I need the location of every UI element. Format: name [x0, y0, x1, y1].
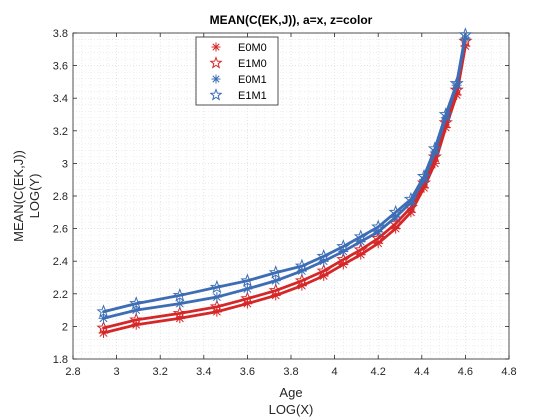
data-point-e1m0 [371, 230, 386, 245]
x-axis-label-line2: LOG(X) [269, 402, 314, 417]
axis-ticks: 2.8 3 3.2 3.4 3.6 3.8 4 4.2 4.4 4.6 4.8 1.8 2 2.2 2.4 2… [53, 28, 517, 378]
series-line-e1m0 [102, 39, 467, 330]
marker-stroke [212, 75, 220, 83]
x-tick-label: 3.2 [153, 366, 168, 378]
legend-label-e0m0: E0M0 [238, 42, 267, 54]
y-axis-label-line2: LOG(Y) [27, 174, 42, 219]
y-tick-label: 3.4 [53, 93, 68, 105]
data-point-e1m0 [240, 291, 255, 305]
x-tick-label: 4.2 [371, 366, 386, 378]
data-point-e1m1 [129, 296, 144, 310]
data-point-e1m1 [316, 248, 331, 263]
y-tick-label: 2.6 [53, 224, 68, 236]
data-point-e0m1 [211, 292, 222, 303]
legend-label-e1m1: E1M1 [238, 90, 267, 102]
data-point-e1m1 [268, 265, 283, 279]
x-tick-label: 4.6 [458, 366, 473, 378]
data-point-e1m0 [316, 263, 331, 277]
legend: E0M0 E1M0 E0M1 E1M1 [195, 36, 279, 106]
data-point-e1m0 [268, 283, 283, 297]
y-tick-label: 2.8 [53, 191, 68, 203]
data-point-e1m1 [96, 304, 111, 318]
legend-marker-e0m0 [211, 42, 221, 52]
y-tick-label: 3 [62, 158, 68, 170]
x-tick-label: 4 [332, 366, 338, 378]
y-tick-label: 3.6 [53, 61, 68, 73]
data-point-e1m1 [438, 107, 453, 121]
data-point-e1m0 [336, 252, 351, 266]
data-point-e1m1 [336, 239, 351, 253]
marker-stroke [243, 284, 252, 293]
series-line-e0m0 [102, 44, 467, 335]
data-point-e1m1 [427, 141, 442, 155]
data-point-e1m1 [403, 191, 418, 206]
data-point-e0m1 [242, 283, 253, 294]
data-point-e1m1 [294, 258, 309, 273]
legend-marker-e0m1 [211, 74, 221, 84]
data-point-e1m1 [209, 279, 224, 294]
y-tick-label: 2.2 [53, 289, 68, 301]
x-axis-label-line1: Age [279, 385, 302, 400]
data-point-e1m0 [209, 299, 224, 313]
series-e1m0 [96, 33, 473, 335]
marker-stroke [175, 299, 184, 308]
x-tick-label: 4.4 [414, 366, 429, 378]
x-tick-label: 3.6 [240, 366, 255, 378]
y-tick-label: 2 [62, 321, 68, 333]
data-point-e1m0 [96, 320, 111, 335]
y-tick-label: 3.2 [53, 126, 68, 138]
series-e1m1 [96, 27, 473, 318]
x-tick-label: 2.8 [65, 366, 80, 378]
series-group [96, 27, 473, 338]
data-point-e0m1 [270, 275, 281, 286]
data-point-e1m0 [172, 305, 187, 320]
x-tick-label: 3.4 [196, 366, 211, 378]
data-point-e1m0 [427, 149, 442, 163]
legend-label-e0m1: E0M1 [238, 74, 267, 86]
data-point-e1m1 [353, 229, 368, 243]
data-point-e1m1 [449, 76, 464, 90]
legend-label-e1m0: E1M0 [238, 58, 267, 70]
x-tick-label: 3 [114, 366, 120, 378]
x-tick-label: 4.8 [501, 366, 516, 378]
marker-stroke [271, 276, 280, 285]
data-point-e1m1 [172, 288, 187, 302]
y-tick-label: 2.4 [53, 256, 68, 268]
data-point-e1m0 [449, 82, 464, 97]
y-tick-label: 1.8 [53, 354, 68, 366]
data-point-e1m0 [294, 273, 309, 287]
legend-box [195, 36, 279, 106]
y-tick-label: 3.8 [53, 28, 68, 40]
data-point-e1m0 [129, 312, 144, 326]
chart-title: MEAN(C(EK,J)), a=x, z=color [210, 13, 373, 27]
legend-marker-e1m1 [209, 88, 223, 101]
y-axis-label-line1: MEAN(C(EK,J)) [11, 150, 26, 242]
data-point-e1m1 [240, 273, 255, 287]
series-line-e1m1 [102, 33, 467, 314]
data-point-e1m0 [438, 115, 453, 129]
data-point-e1m0 [353, 242, 368, 256]
data-point-e1m1 [416, 169, 432, 183]
marker-stroke [212, 293, 221, 302]
marker-stroke [212, 43, 220, 51]
x-tick-label: 3.8 [283, 366, 298, 378]
data-point-e1m0 [416, 175, 432, 189]
data-point-e1m1 [388, 204, 403, 219]
data-point-e0m1 [174, 298, 185, 309]
legend-marker-e1m0 [209, 56, 223, 69]
data-point-e1m1 [371, 219, 386, 233]
data-point-e1m1 [458, 27, 473, 41]
